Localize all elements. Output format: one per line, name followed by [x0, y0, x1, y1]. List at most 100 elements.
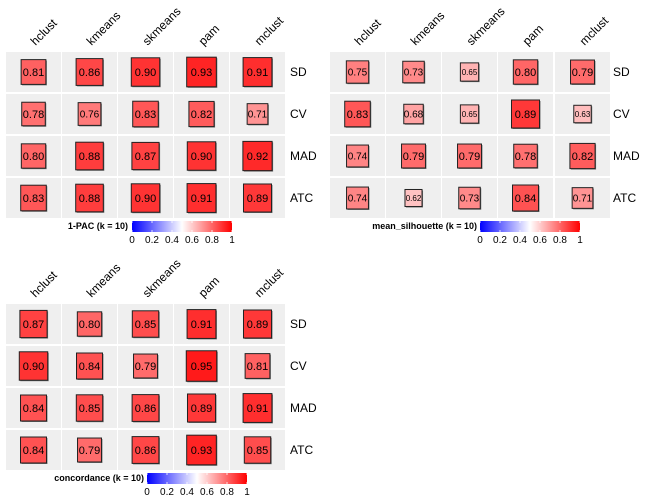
cell-square	[569, 142, 596, 170]
cell-square	[344, 100, 371, 128]
cell-square	[242, 140, 273, 172]
cell-label: 0.79	[135, 361, 156, 373]
column-label: hclust	[28, 16, 61, 49]
cell-square	[345, 60, 370, 84]
column-label: kmeans	[84, 261, 124, 301]
cell-label: 0.85	[79, 403, 100, 415]
cell-label: 0.91	[247, 403, 268, 415]
cell-label: 0.91	[191, 193, 212, 205]
cell-label: 0.80	[79, 319, 100, 331]
cell-square	[20, 143, 47, 169]
cell-label: 0.86	[135, 445, 156, 457]
cell-label: 0.71	[573, 194, 593, 205]
legend-tick-label: 0.6	[533, 235, 547, 246]
cell-square	[513, 143, 538, 169]
cell-square	[77, 437, 102, 463]
cell-square	[76, 352, 103, 380]
cell-square	[75, 183, 104, 213]
cell-label: 0.89	[515, 109, 536, 121]
cell-label: 0.84	[79, 361, 100, 373]
cell-square	[186, 56, 217, 88]
cell-label: 0.90	[135, 193, 156, 205]
cell-label: 0.86	[79, 67, 100, 79]
cell-square	[76, 311, 103, 337]
row-label: CV	[613, 107, 630, 121]
legend-colorbar	[147, 473, 247, 484]
legend-tick-label: 0	[144, 487, 150, 498]
column-label: skmeans	[140, 4, 184, 48]
cell-square	[132, 100, 159, 128]
column-label: skmeans	[140, 256, 184, 300]
legend-tick-label: 0.4	[513, 235, 527, 246]
cell-square	[131, 436, 160, 464]
cell-label: 0.76	[80, 110, 100, 121]
cell-label: 0.78	[23, 109, 44, 121]
legend-colorbar	[480, 221, 580, 232]
legend-tick-label: 0.8	[553, 235, 567, 246]
cell-label: 0.85	[135, 319, 156, 331]
row-label: ATC	[290, 443, 313, 457]
cell-square	[573, 104, 592, 124]
legend-tick-label: 0.4	[180, 487, 194, 498]
legend-tick-label: 0.2	[493, 235, 507, 246]
cell-square	[131, 310, 160, 338]
cell-square	[20, 436, 47, 464]
column-label: mclust	[252, 265, 287, 300]
cell-square	[186, 141, 217, 171]
cell-square	[186, 434, 217, 466]
column-label: kmeans	[84, 9, 124, 49]
cell-label: 0.62	[406, 194, 422, 203]
cell-label: 0.89	[247, 193, 268, 205]
cell-square	[242, 309, 273, 339]
cell-label: 0.91	[247, 67, 268, 79]
row-label: MAD	[290, 149, 317, 163]
row-label: ATC	[613, 191, 636, 205]
cell-square	[186, 183, 217, 213]
cell-square	[20, 59, 47, 85]
cell-square	[459, 62, 480, 82]
cell-square	[402, 60, 425, 84]
legend-tick-label: 0	[129, 235, 135, 246]
cell-square	[242, 57, 273, 87]
cell-label: 0.80	[23, 151, 44, 163]
cell-square	[457, 143, 482, 169]
cell-square	[512, 59, 539, 85]
cell-label: 0.85	[247, 445, 268, 457]
heatmap-panel: hclust kmeans skmeans pam mclust SD CV MAD ATC 0.…	[6, 4, 317, 246]
row-label: MAD	[613, 149, 640, 163]
legend-title: 1-PAC (k = 10)	[68, 221, 128, 231]
cell-square	[21, 101, 46, 127]
cell-square	[185, 350, 218, 382]
cell-label: 0.88	[79, 151, 100, 163]
cell-square	[19, 309, 48, 339]
cell-label: 0.80	[515, 67, 536, 79]
cell-square	[75, 141, 104, 171]
cell-square	[75, 58, 104, 86]
cell-label: 0.79	[79, 445, 100, 457]
cell-label: 0.75	[348, 68, 368, 79]
cell-label: 0.79	[572, 67, 593, 79]
legend-tick-label: 0.8	[220, 487, 234, 498]
column-label: hclust	[352, 16, 385, 49]
cell-label: 0.82	[191, 109, 212, 121]
cell-label: 0.89	[247, 319, 268, 331]
legend-colorbar	[132, 221, 232, 232]
cell-label: 0.74	[348, 194, 368, 205]
cell-label: 0.93	[191, 445, 212, 457]
cell-square	[570, 59, 595, 85]
legend-tick-label: 0.6	[200, 487, 214, 498]
cell-square	[571, 187, 594, 209]
row-label: CV	[290, 359, 307, 373]
row-label: SD	[290, 317, 307, 331]
legend-tick-label: 1	[229, 235, 235, 246]
column-label: pam	[196, 22, 222, 48]
row-label: CV	[290, 107, 307, 121]
row-label: SD	[613, 65, 630, 79]
cell-label: 0.83	[23, 193, 44, 205]
cell-square	[131, 141, 160, 171]
cell-label: 0.89	[191, 403, 212, 415]
cell-square	[18, 351, 49, 381]
cell-square	[188, 100, 215, 128]
cell-label: 0.88	[79, 193, 100, 205]
column-label: mclust	[577, 13, 612, 48]
